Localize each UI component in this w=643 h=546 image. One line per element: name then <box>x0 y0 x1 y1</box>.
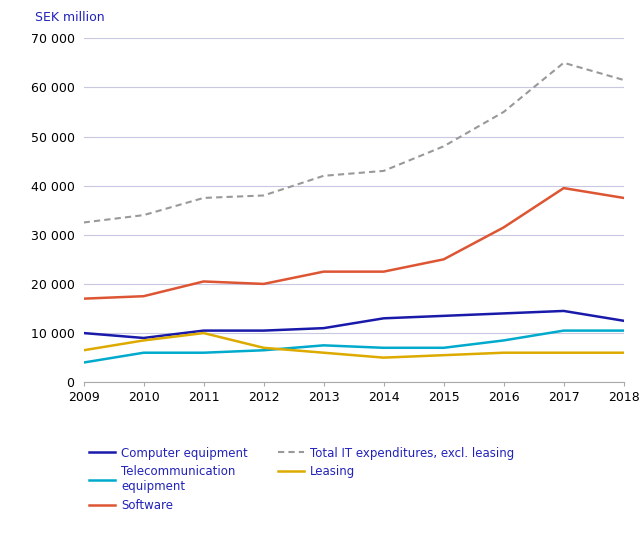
Computer equipment <box>380 315 388 322</box>
Line: Computer equipment: Computer equipment <box>84 311 624 338</box>
Leasing <box>500 349 507 356</box>
Computer equipment <box>260 328 267 334</box>
Legend: Computer equipment, Telecommunication
equipment, Software, Total IT expenditures: Computer equipment, Telecommunication eq… <box>89 447 514 512</box>
Total IT expenditures, excl. leasing <box>560 60 568 66</box>
Computer equipment <box>80 330 87 336</box>
Total IT expenditures, excl. leasing <box>440 143 448 150</box>
Telecommunication
equipment <box>440 345 448 351</box>
Line: Leasing: Leasing <box>84 333 624 358</box>
Line: Total IT expenditures, excl. leasing: Total IT expenditures, excl. leasing <box>84 63 624 223</box>
Leasing <box>260 345 267 351</box>
Computer equipment <box>200 328 208 334</box>
Software <box>80 295 87 302</box>
Total IT expenditures, excl. leasing <box>260 192 267 199</box>
Computer equipment <box>500 310 507 317</box>
Leasing <box>80 347 87 354</box>
Total IT expenditures, excl. leasing <box>140 212 147 218</box>
Software <box>140 293 147 300</box>
Total IT expenditures, excl. leasing <box>320 173 327 179</box>
Telecommunication
equipment <box>560 328 568 334</box>
Text: SEK million: SEK million <box>35 11 105 25</box>
Software <box>320 269 327 275</box>
Software <box>380 269 388 275</box>
Telecommunication
equipment <box>620 328 628 334</box>
Software <box>560 185 568 191</box>
Total IT expenditures, excl. leasing <box>500 109 507 115</box>
Software <box>620 195 628 201</box>
Telecommunication
equipment <box>380 345 388 351</box>
Computer equipment <box>320 325 327 331</box>
Telecommunication
equipment <box>260 347 267 354</box>
Leasing <box>320 349 327 356</box>
Line: Software: Software <box>84 188 624 299</box>
Software <box>200 278 208 285</box>
Leasing <box>380 354 388 361</box>
Telecommunication
equipment <box>140 349 147 356</box>
Telecommunication
equipment <box>320 342 327 349</box>
Telecommunication
equipment <box>200 349 208 356</box>
Total IT expenditures, excl. leasing <box>620 76 628 83</box>
Leasing <box>140 337 147 344</box>
Computer equipment <box>620 318 628 324</box>
Total IT expenditures, excl. leasing <box>80 219 87 226</box>
Leasing <box>620 349 628 356</box>
Leasing <box>200 330 208 336</box>
Leasing <box>440 352 448 359</box>
Telecommunication
equipment <box>80 359 87 366</box>
Computer equipment <box>440 312 448 319</box>
Computer equipment <box>140 335 147 341</box>
Total IT expenditures, excl. leasing <box>200 195 208 201</box>
Telecommunication
equipment <box>500 337 507 344</box>
Software <box>500 224 507 230</box>
Total IT expenditures, excl. leasing <box>380 168 388 174</box>
Software <box>440 256 448 263</box>
Software <box>260 281 267 287</box>
Line: Telecommunication
equipment: Telecommunication equipment <box>84 331 624 363</box>
Leasing <box>560 349 568 356</box>
Computer equipment <box>560 308 568 314</box>
